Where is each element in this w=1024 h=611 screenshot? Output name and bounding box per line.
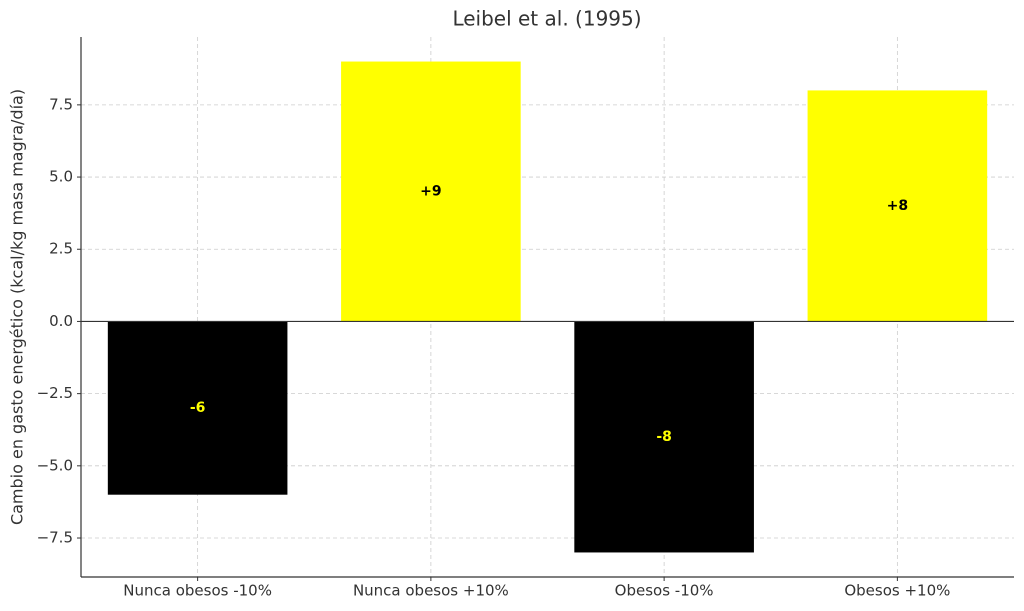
bar: [341, 61, 521, 322]
y-tick-label: −2.5: [37, 384, 73, 402]
x-tick-label: Obesos -10%: [615, 582, 714, 600]
value-label: -6: [190, 400, 206, 416]
y-tick-label: −5.0: [37, 456, 73, 474]
y-tick-label: 0.0: [49, 312, 73, 330]
bar: [107, 321, 288, 495]
y-tick-label: 5.0: [49, 168, 73, 186]
value-label: -8: [656, 429, 672, 445]
bar: [807, 90, 988, 322]
value-label: +9: [420, 183, 441, 199]
x-tick-label: Nunca obesos +10%: [353, 582, 509, 600]
x-tick-label: Obesos +10%: [844, 582, 950, 600]
y-tick-label: 2.5: [49, 240, 73, 258]
value-label: +8: [887, 198, 908, 214]
y-tick-label: −7.5: [37, 529, 73, 547]
x-tick-label: Nunca obesos -10%: [123, 582, 272, 600]
y-axis-label: Cambio en gasto energético (kcal/kg masa…: [8, 89, 27, 525]
bar: [574, 321, 754, 553]
y-tick-label: 7.5: [49, 95, 73, 113]
chart-title: Leibel et al. (1995): [452, 7, 641, 31]
